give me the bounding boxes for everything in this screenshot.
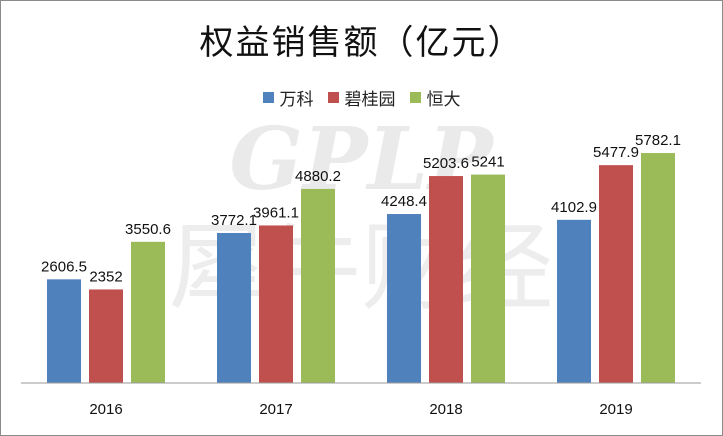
legend-label: 万科: [279, 90, 314, 110]
data-label: 5241: [471, 154, 504, 171]
data-label: 4880.2: [295, 168, 341, 185]
legend-swatch: [327, 92, 339, 103]
bar: [599, 165, 633, 383]
bar: [89, 289, 123, 383]
data-label: 2352: [89, 268, 122, 285]
bar: [217, 232, 251, 383]
x-tick-label: 2019: [599, 401, 632, 418]
bar: [429, 176, 463, 383]
data-label: 3550.6: [125, 221, 171, 238]
legend-item-1: 碧桂园: [327, 85, 396, 110]
chart-title: 权益销售额（亿元）: [199, 23, 524, 63]
bar: [259, 225, 293, 383]
legend-item-2: 恒大: [409, 85, 461, 110]
legend-label: 恒大: [426, 90, 461, 110]
data-label: 3961.1: [253, 204, 299, 221]
data-label: 3772.1: [211, 212, 257, 229]
data-label: 4248.4: [381, 193, 427, 210]
legend-swatch: [409, 92, 421, 103]
bar: [47, 279, 81, 383]
legend-swatch: [262, 92, 274, 103]
bar: [557, 219, 591, 383]
legend-item-0: 万科: [262, 85, 314, 110]
bar: [387, 214, 421, 383]
bar: [131, 241, 165, 383]
x-tick-label: 2018: [429, 401, 462, 418]
legend-label: 碧桂园: [344, 90, 396, 110]
bar: [471, 174, 505, 383]
data-label: 5782.1: [635, 132, 681, 149]
data-label: 5203.6: [423, 155, 469, 172]
data-label: 5477.9: [593, 144, 639, 161]
data-label: 4102.9: [551, 199, 597, 216]
data-label: 2606.5: [41, 258, 87, 275]
bar: [641, 153, 675, 383]
chart-legend: 万科 碧桂园 恒大: [1, 85, 722, 110]
x-tick-label: 2016: [89, 401, 122, 418]
bar: [301, 188, 335, 383]
x-tick-label: 2017: [259, 401, 292, 418]
